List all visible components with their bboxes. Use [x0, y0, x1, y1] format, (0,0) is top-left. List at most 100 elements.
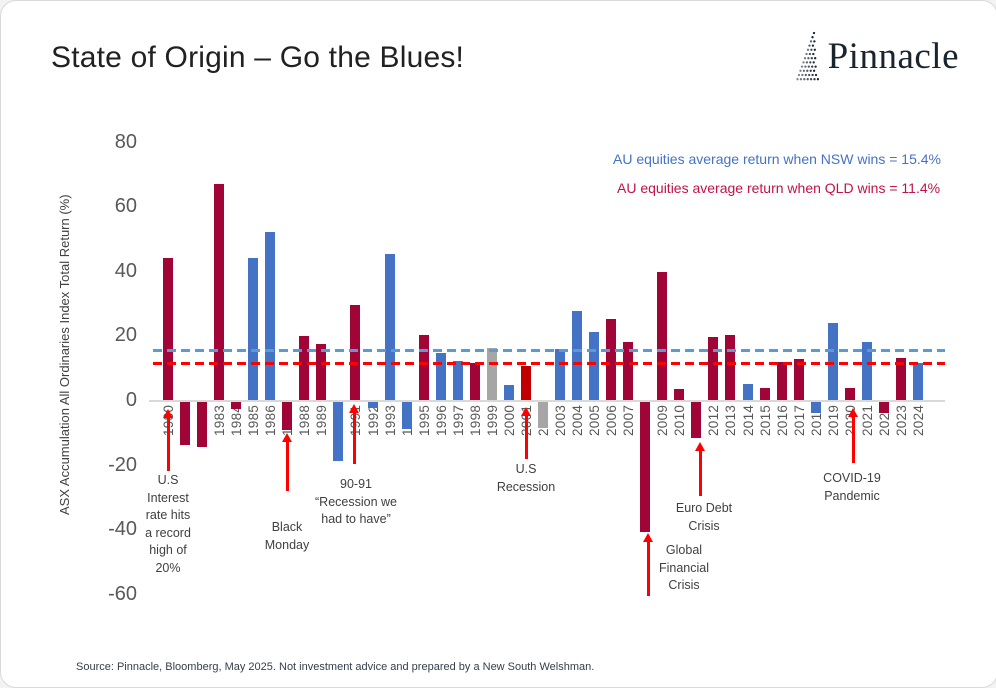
arrow-head-icon [282, 433, 292, 442]
x-label-2006: 2006 [604, 405, 620, 437]
x-label-2021: 2021 [859, 405, 875, 437]
x-label-1986: 1986 [263, 405, 279, 437]
bar-2015 [759, 387, 770, 400]
arrow-tail [698, 451, 702, 496]
covid-19-arrow [848, 408, 858, 463]
annotation-line: COVID-19 [823, 471, 881, 485]
logo-wordmark: Pinnacle [827, 35, 959, 77]
bar-1985 [248, 257, 259, 400]
bar-2023 [895, 358, 906, 400]
x-label-1999: 1999 [484, 405, 500, 437]
us-recession-label: U.S Recession [466, 461, 586, 496]
bar-2003 [555, 348, 566, 400]
annotation-line: “Recession we [315, 494, 397, 509]
x-label-2000: 2000 [501, 405, 517, 437]
x-label-2004: 2004 [570, 405, 586, 437]
arrow-head-icon [643, 533, 653, 542]
global-financial-crisis-arrow [643, 533, 653, 596]
arrow-head-icon [521, 407, 531, 416]
us-rate-high-arrow [163, 409, 173, 471]
bar-2012 [708, 337, 719, 400]
bar-1988 [299, 335, 310, 400]
x-label-2015: 2015 [757, 405, 773, 437]
bar-1984 [231, 402, 242, 410]
recession-90-91-label: 90-91 “Recession we had to have” [296, 476, 416, 529]
bar-1982 [197, 402, 208, 448]
bar-1993 [384, 253, 395, 400]
bar-2004 [572, 310, 583, 400]
x-label-2017: 2017 [791, 405, 807, 437]
bar-1989 [316, 343, 327, 400]
black-monday-arrow [282, 433, 292, 491]
bar-1983 [214, 183, 225, 400]
refline-qld-average [153, 361, 945, 365]
bar-1999 [486, 348, 497, 400]
annotation-line: 90-91 [340, 477, 372, 491]
y-tick--40: -40 [108, 518, 137, 541]
y-tick-0: 0 [125, 389, 137, 411]
bar-2016 [776, 362, 787, 400]
arrow-head-icon [349, 404, 359, 413]
bar-2005 [589, 331, 600, 400]
annotation-line: Global [665, 543, 703, 557]
bar-2019 [827, 322, 838, 400]
page-title: State of Origin – Go the Blues! [51, 41, 465, 74]
annotation-line: Monday [264, 537, 310, 552]
x-label-2003: 2003 [553, 405, 569, 437]
bar-2000 [503, 384, 514, 400]
x-label-2024: 2024 [910, 405, 926, 437]
annotation-line: Recession [496, 479, 556, 494]
bar-1996 [435, 352, 446, 400]
bar-1990 [333, 402, 344, 461]
bar-2001 [520, 366, 531, 400]
annotation-line: Crisis [688, 518, 720, 533]
arrow-tail [851, 417, 855, 463]
x-label-1988: 1988 [297, 405, 313, 437]
x-label-2016: 2016 [774, 405, 790, 437]
chart-plot-area: 1980198119821983198419851986198719881989… [145, 131, 945, 643]
covid-19-label: COVID-19 Pandemic [792, 470, 912, 505]
bar-1992 [367, 402, 378, 409]
x-label-1996: 1996 [433, 405, 449, 437]
bar-1995 [418, 334, 429, 400]
bar-2021 [861, 342, 872, 400]
x-label-2007: 2007 [621, 405, 637, 437]
y-tick-60: 60 [114, 195, 137, 218]
bar-1991 [350, 304, 361, 400]
bar-1980 [163, 258, 173, 400]
x-axis-baseline [149, 400, 945, 402]
annotation-line: Interest [147, 490, 189, 505]
us-rate-high-label: U.S Interest rate hits a record high of 20% [108, 472, 228, 577]
x-label-2013: 2013 [723, 405, 739, 437]
x-label-2009: 2009 [655, 405, 671, 437]
logo-dots-icon [795, 31, 819, 81]
y-tick-20: 20 [114, 324, 137, 347]
bar-1981 [180, 402, 191, 445]
legend-qld-average: AU equities average return when QLD wins… [617, 180, 941, 196]
annotation-line: Pandemic [824, 488, 880, 503]
annotation-line: had to have” [321, 512, 391, 526]
bar-1987 [282, 402, 293, 430]
bar-2014 [742, 384, 753, 400]
bar-2007 [623, 341, 634, 400]
bar-2008 [640, 402, 651, 533]
arrow-head-icon [848, 408, 858, 417]
bar-2017 [793, 358, 804, 400]
annotation-line: Euro Debt [675, 501, 733, 515]
bar-1994 [401, 402, 412, 430]
annotation-line: Crisis [668, 578, 700, 592]
euro-debt-crisis-arrow [695, 442, 705, 496]
x-label-2010: 2010 [672, 405, 688, 437]
arrow-tail [352, 413, 356, 464]
x-label-1983: 1983 [212, 405, 228, 437]
bar-1997 [452, 360, 463, 400]
arrow-tail [646, 542, 650, 596]
x-label-1995: 1995 [416, 405, 432, 437]
bar-2009 [657, 272, 668, 400]
x-label-2005: 2005 [587, 405, 603, 437]
bar-1986 [265, 231, 276, 400]
annotation-line: rate hits [145, 508, 191, 522]
refline-nsw-average [153, 348, 945, 352]
annotation-line: U.S [515, 462, 537, 476]
